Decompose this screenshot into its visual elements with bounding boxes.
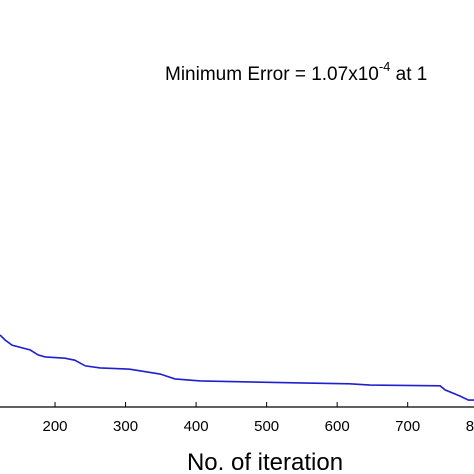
x-tick-label: 500 <box>254 418 279 435</box>
x-tick-label: 200 <box>43 418 68 435</box>
x-tick-label: 600 <box>325 418 350 435</box>
x-tick-label: 300 <box>113 418 138 435</box>
x-axis-label: No. of iteration <box>187 449 343 474</box>
x-tick-label: 700 <box>395 418 420 435</box>
line-series <box>0 334 474 401</box>
annotation: Minimum Error = 1.07x10-4 at 1 <box>165 59 427 85</box>
x-tick-label: 800 <box>466 418 474 435</box>
x-tick-label: 400 <box>184 418 209 435</box>
